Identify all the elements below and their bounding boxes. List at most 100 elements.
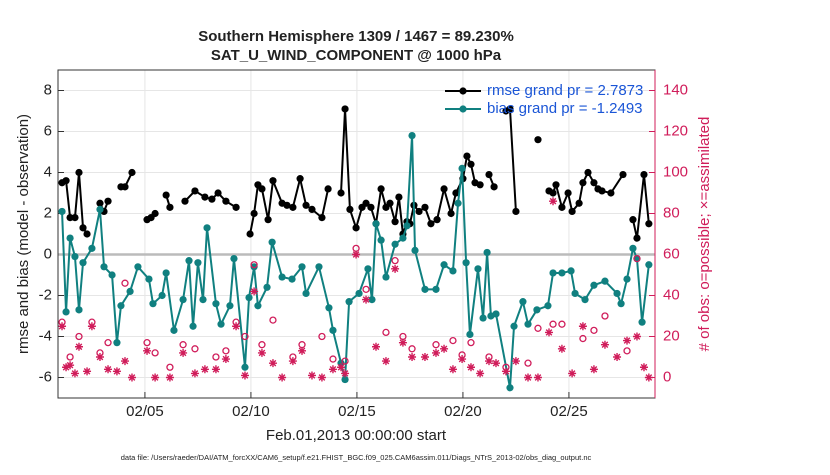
- data-point: [120, 357, 129, 366]
- data-point: [485, 357, 494, 366]
- data-point: [346, 205, 354, 213]
- data-point: [645, 220, 653, 228]
- y2-tick-label: 60: [663, 245, 680, 262]
- data-point: [190, 369, 199, 378]
- y-tick-label: -6: [39, 368, 52, 385]
- data-point: [74, 342, 83, 351]
- legend-marker: [459, 105, 467, 113]
- data-point: [362, 295, 371, 304]
- data-point: [250, 287, 259, 296]
- data-point: [463, 152, 471, 160]
- data-point: [492, 310, 500, 318]
- data-point: [185, 257, 193, 265]
- data-point: [258, 341, 266, 349]
- series-layer: [58, 105, 653, 392]
- data-point: [308, 205, 316, 213]
- data-point: [568, 207, 576, 216]
- y2-tick-label: 80: [663, 204, 680, 221]
- data-point: [645, 261, 653, 269]
- data-point: [440, 261, 448, 269]
- data-point: [420, 353, 429, 361]
- data-point: [408, 132, 416, 140]
- data-point: [600, 340, 609, 349]
- data-point: [66, 361, 75, 370]
- data-point: [79, 259, 87, 267]
- data-point: [408, 345, 416, 353]
- data-point: [269, 316, 277, 324]
- data-point: [117, 302, 125, 310]
- data-point: [613, 353, 622, 361]
- data-point: [479, 314, 487, 322]
- data-point: [302, 289, 310, 298]
- data-point: [403, 222, 411, 230]
- data-point: [62, 177, 70, 185]
- data-point: [278, 373, 287, 382]
- data-point: [95, 353, 104, 361]
- data-point: [212, 353, 220, 361]
- data-point: [104, 338, 112, 347]
- data-point: [474, 265, 482, 273]
- data-point: [100, 263, 108, 271]
- data-point: [601, 277, 609, 285]
- data-point: [230, 255, 238, 263]
- data-point: [70, 369, 79, 378]
- data-point: [318, 332, 326, 341]
- data-point: [307, 371, 316, 380]
- y-tick-label: 6: [44, 122, 52, 139]
- data-point: [226, 302, 234, 310]
- data-point: [601, 312, 609, 320]
- data-point: [62, 363, 71, 372]
- data-point: [395, 193, 403, 201]
- data-point: [179, 348, 188, 357]
- data-point: [440, 185, 448, 193]
- data-point: [191, 345, 199, 353]
- data-point: [391, 264, 400, 273]
- data-point: [613, 289, 621, 298]
- data-point: [341, 357, 349, 365]
- data-point: [454, 199, 462, 207]
- data-point: [467, 160, 475, 168]
- data-point: [211, 365, 220, 374]
- data-point: [623, 336, 632, 345]
- data-point: [318, 214, 326, 222]
- data-point: [79, 224, 87, 232]
- data-point: [208, 195, 216, 203]
- data-point: [590, 326, 598, 335]
- data-point: [458, 164, 466, 172]
- data-point: [288, 275, 296, 283]
- data-point: [640, 170, 648, 179]
- data-point: [377, 236, 385, 244]
- data-point: [549, 197, 558, 206]
- data-point: [549, 269, 557, 277]
- data-point: [112, 367, 121, 376]
- data-point: [264, 216, 272, 224]
- data-point: [257, 348, 266, 357]
- y2-axis-label: # of obs: o=possible; ×=assimilated: [696, 117, 713, 352]
- data-point: [421, 203, 429, 211]
- data-point: [329, 326, 337, 334]
- y2-tick-label: 120: [663, 122, 688, 139]
- data-point: [399, 234, 407, 242]
- data-point: [121, 279, 129, 287]
- data-point: [200, 365, 209, 374]
- data-point: [462, 259, 470, 267]
- data-point: [302, 201, 310, 209]
- data-point: [121, 183, 129, 191]
- data-point: [598, 187, 606, 195]
- data-point: [534, 136, 542, 144]
- data-point: [254, 302, 262, 310]
- data-point: [377, 185, 385, 193]
- data-point: [452, 189, 460, 197]
- data-point: [96, 205, 104, 213]
- data-point: [341, 105, 349, 113]
- data-point: [151, 209, 159, 218]
- data-point: [240, 371, 249, 380]
- data-point: [179, 296, 187, 304]
- data-point: [629, 216, 637, 224]
- y-tick-label: 8: [44, 81, 52, 98]
- data-point: [108, 271, 116, 279]
- data-point: [62, 308, 70, 316]
- data-point: [408, 353, 417, 361]
- data-point: [382, 328, 390, 337]
